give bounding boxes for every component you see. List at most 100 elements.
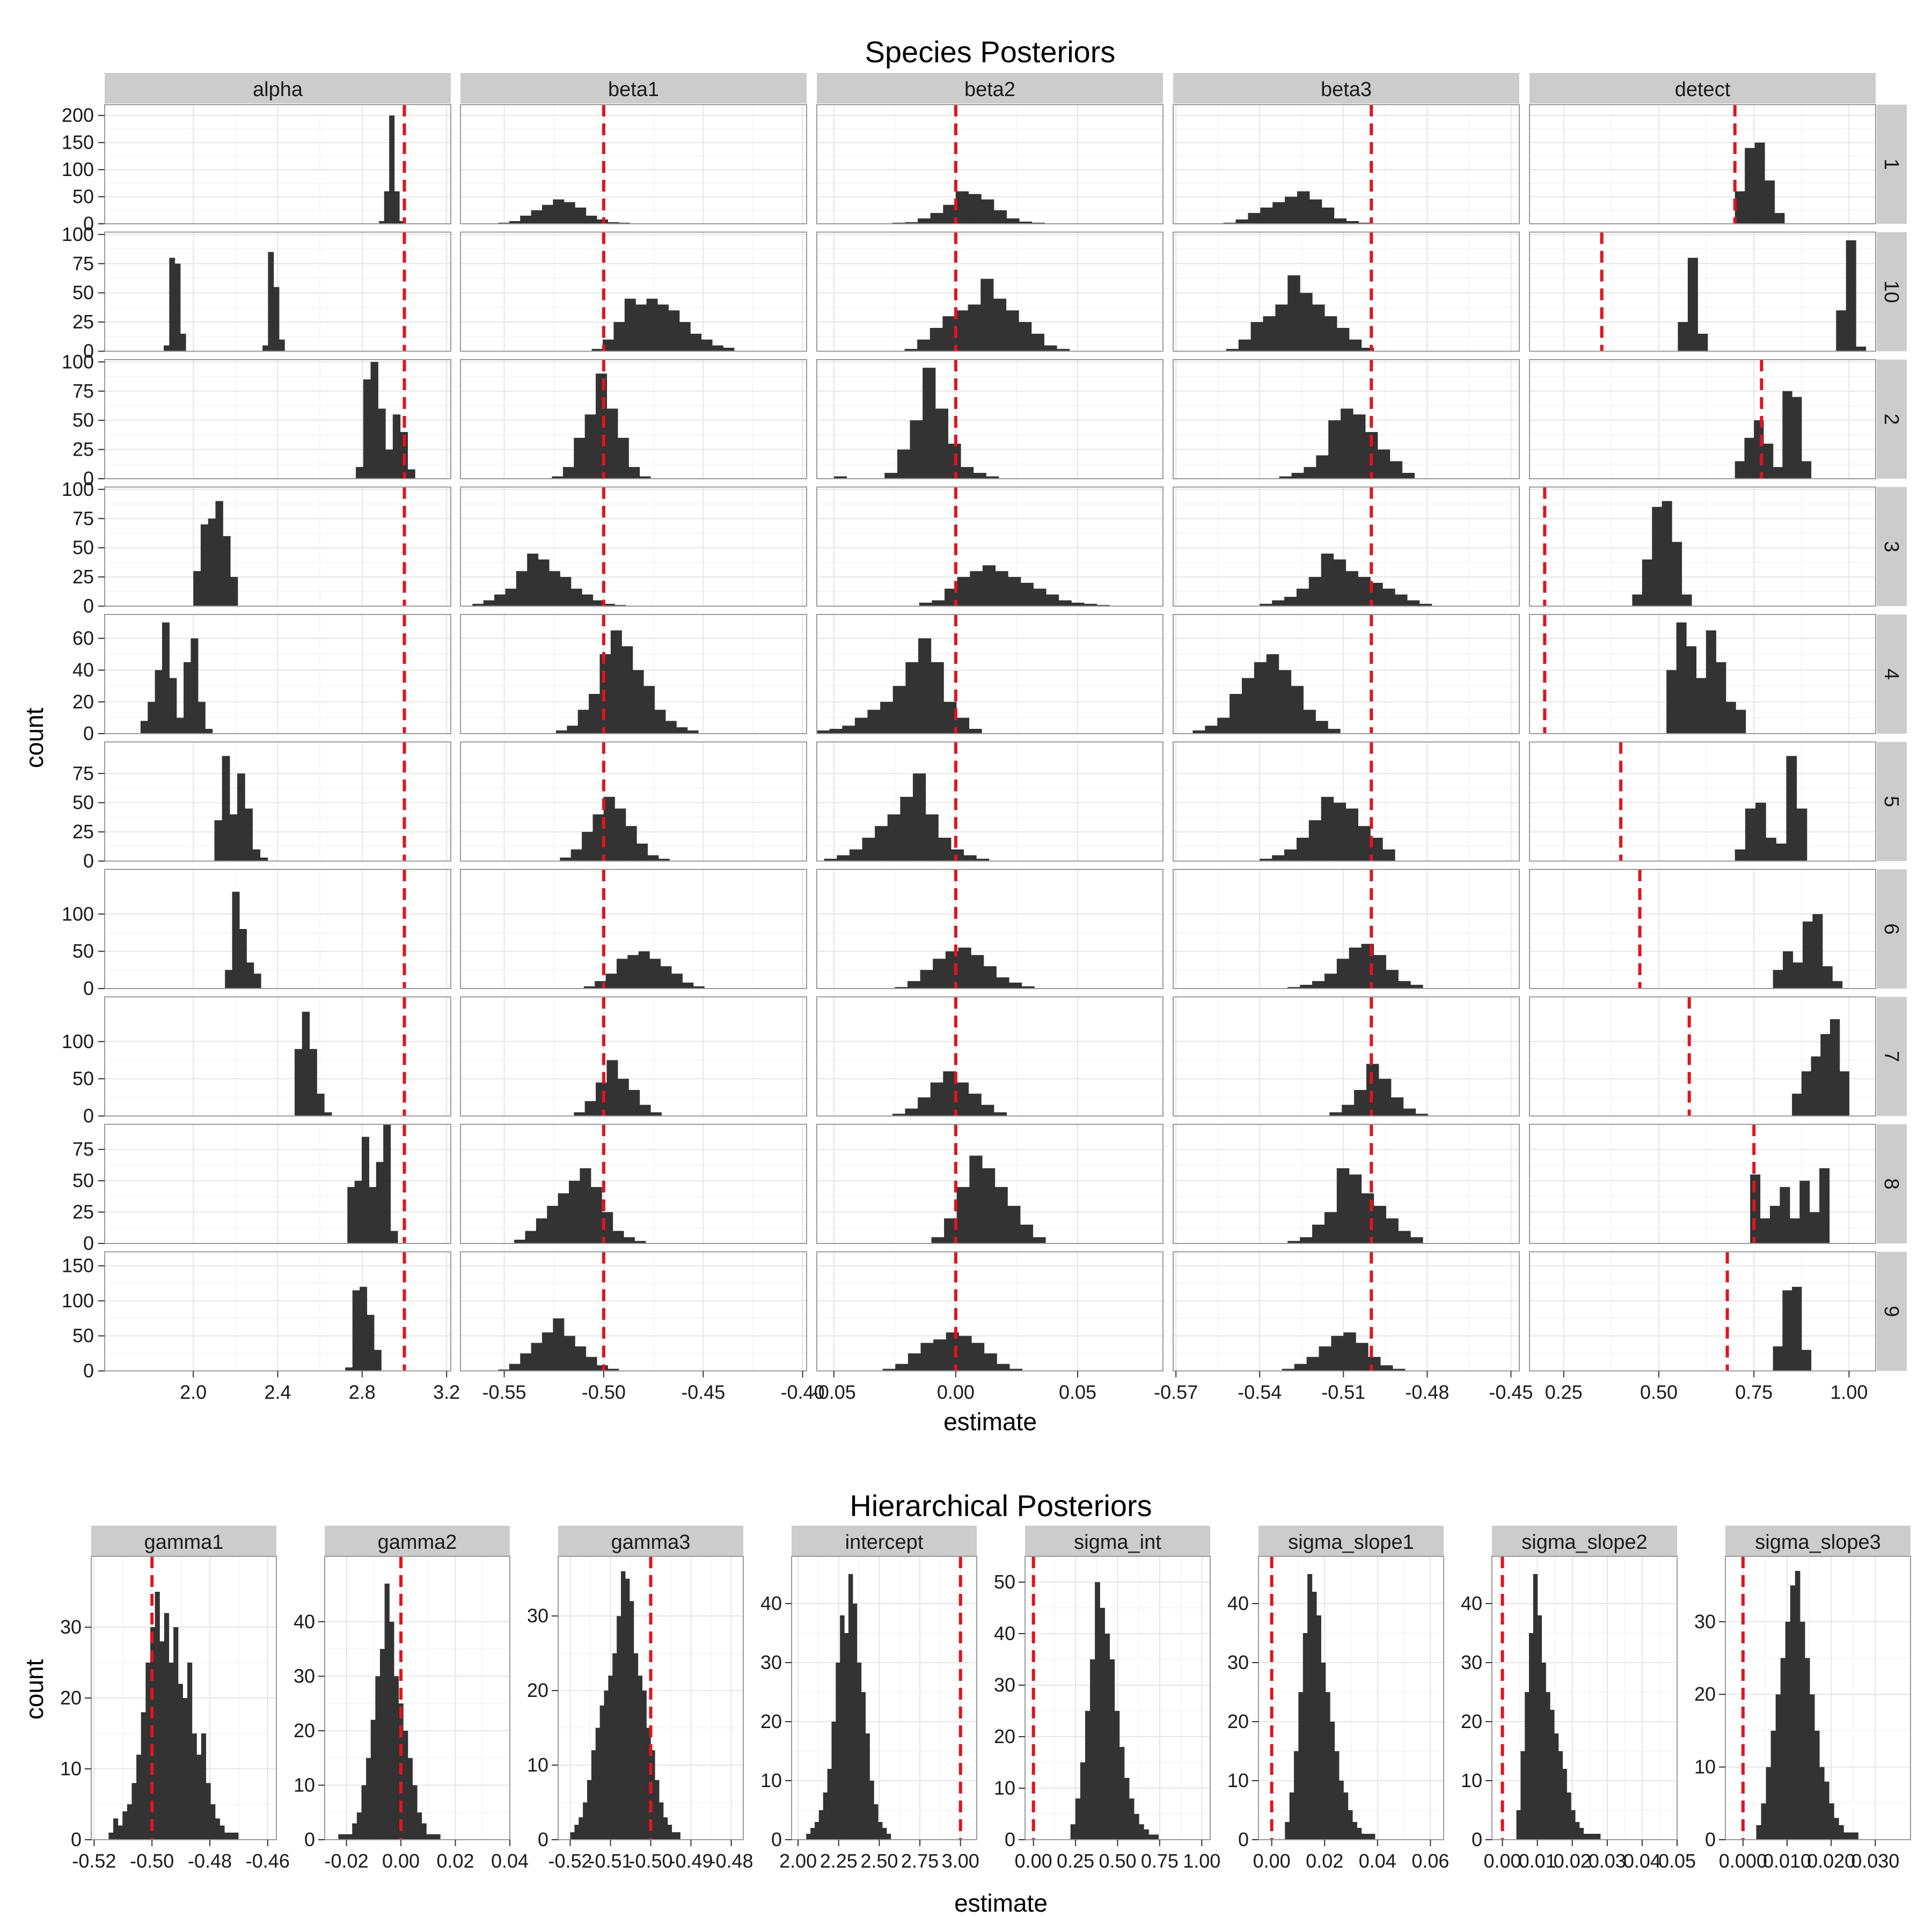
panel-alpha-6-border xyxy=(104,869,451,989)
histogram-bar xyxy=(629,1601,634,1840)
histogram-bar xyxy=(1407,600,1420,606)
histogram-bar xyxy=(196,1754,202,1840)
x-tick-label: 0.030 xyxy=(1851,1850,1899,1872)
y-tick-label: 50 xyxy=(72,409,94,431)
y-tick-label: 50 xyxy=(72,940,94,962)
histogram-bar xyxy=(509,1364,521,1371)
histogram-bar xyxy=(1766,837,1776,861)
strip-label-gamma1: gamma1 xyxy=(144,1531,224,1554)
histogram-bar xyxy=(655,1780,660,1840)
histogram-bar xyxy=(1361,1834,1366,1840)
y-tick-label: 30 xyxy=(1227,1651,1249,1673)
histogram-bar xyxy=(605,974,617,989)
histogram-bar xyxy=(1761,1803,1767,1840)
y-tick-label: 25 xyxy=(72,821,94,843)
histogram-bar xyxy=(958,947,971,989)
histogram-bar xyxy=(1312,304,1325,352)
histogram-bar xyxy=(586,1357,597,1371)
histogram-bar xyxy=(1282,1368,1295,1371)
histogram-bar xyxy=(854,718,868,734)
histogram-bar xyxy=(986,476,999,479)
histogram-bar xyxy=(1287,275,1300,352)
histogram-bar xyxy=(904,349,918,352)
row-strip-2 xyxy=(1877,360,1907,479)
histogram-bar xyxy=(818,1810,824,1840)
histogram-bar xyxy=(1153,1834,1159,1840)
histogram-bar xyxy=(658,1802,664,1840)
histogram-bar xyxy=(1790,1585,1796,1840)
strip-alpha xyxy=(105,73,451,104)
histogram-bar xyxy=(918,638,932,734)
histogram-bar xyxy=(1792,1286,1802,1371)
histogram-bar xyxy=(857,1663,862,1840)
histogram-bar xyxy=(625,826,637,861)
histogram-bar xyxy=(1802,921,1813,989)
histogram-bar xyxy=(930,327,943,352)
histogram-bar xyxy=(586,215,597,224)
x-tick-label: 0.25 xyxy=(1545,1381,1583,1403)
panel-beta3-6-border xyxy=(1173,869,1520,989)
panel-intercept-background xyxy=(792,1556,977,1840)
histogram-bar xyxy=(399,221,405,224)
histogram-bar xyxy=(531,210,543,224)
histogram-bar xyxy=(178,1684,183,1840)
histogram-bar xyxy=(590,1187,602,1243)
histogram-bar xyxy=(1735,849,1746,861)
panel-beta1-8-background xyxy=(460,1124,807,1243)
x-tick-label: 0.00 xyxy=(1253,1850,1291,1872)
panel-detect-4-border xyxy=(1529,614,1876,734)
histogram-bar xyxy=(253,974,261,989)
x-tick-label: 2.0 xyxy=(180,1381,207,1403)
histogram-bar xyxy=(206,1783,211,1840)
histogram-bar xyxy=(649,958,661,989)
histogram-bar xyxy=(520,215,532,224)
histogram-bar xyxy=(1090,1659,1095,1840)
histogram-bar xyxy=(1596,1834,1601,1840)
histogram-bar xyxy=(366,1758,371,1840)
strip-label-sigma_slope1: sigma_slope1 xyxy=(1288,1531,1414,1554)
histogram-bar xyxy=(638,951,650,989)
histogram-bar xyxy=(971,955,984,989)
histogram-bar xyxy=(1312,1224,1325,1243)
x-tick-label: 0.05 xyxy=(1059,1381,1096,1403)
histogram-bar xyxy=(969,729,982,734)
panel-beta1-5-border xyxy=(460,741,807,862)
histogram-bar xyxy=(1398,981,1411,989)
x-tick-label: 0.04 xyxy=(1359,1850,1396,1872)
x-tick-label: 0.50 xyxy=(1099,1850,1136,1872)
histogram-bar xyxy=(882,1828,887,1840)
x-tick-label: 0.00 xyxy=(1483,1850,1521,1872)
y-tick-label: 10 xyxy=(760,1769,782,1791)
histogram-bar xyxy=(969,1155,983,1243)
histogram-bar xyxy=(1766,1767,1772,1840)
histogram-bar xyxy=(1296,837,1309,861)
histogram-bar xyxy=(892,686,906,734)
histogram-bar xyxy=(108,1832,114,1840)
y-tick-label: 20 xyxy=(760,1710,782,1732)
histogram-bar xyxy=(627,955,639,989)
panel-detect-5-background xyxy=(1529,742,1876,861)
histogram-bar xyxy=(633,1653,639,1840)
histogram-bar xyxy=(1007,1205,1021,1243)
panel-beta2-7-background xyxy=(817,997,1163,1116)
histogram-bar xyxy=(164,1613,170,1840)
row-strip-9 xyxy=(1877,1252,1907,1371)
histogram-bar xyxy=(352,1823,357,1840)
panel-beta1-1-background xyxy=(460,105,807,224)
histogram-bar xyxy=(1278,670,1292,734)
panel-alpha-7-border xyxy=(104,996,451,1117)
panel-detect-9-background xyxy=(1529,1252,1876,1371)
histogram-bar xyxy=(1217,718,1230,734)
histogram-bar xyxy=(1792,962,1803,989)
x-tick-label: 0.01 xyxy=(1519,1850,1556,1872)
histogram-bar xyxy=(667,1825,672,1840)
histogram-bar xyxy=(1366,1834,1371,1840)
histogram-bar xyxy=(553,1318,565,1371)
histogram-bar xyxy=(976,859,990,861)
y-tick-label: 10 xyxy=(1694,1756,1716,1778)
histogram-bar xyxy=(606,1060,618,1116)
histogram-bar xyxy=(1725,701,1736,734)
histogram-bar xyxy=(384,191,390,224)
x-tick-label: -0.55 xyxy=(482,1381,526,1403)
histogram-bar xyxy=(603,339,614,352)
